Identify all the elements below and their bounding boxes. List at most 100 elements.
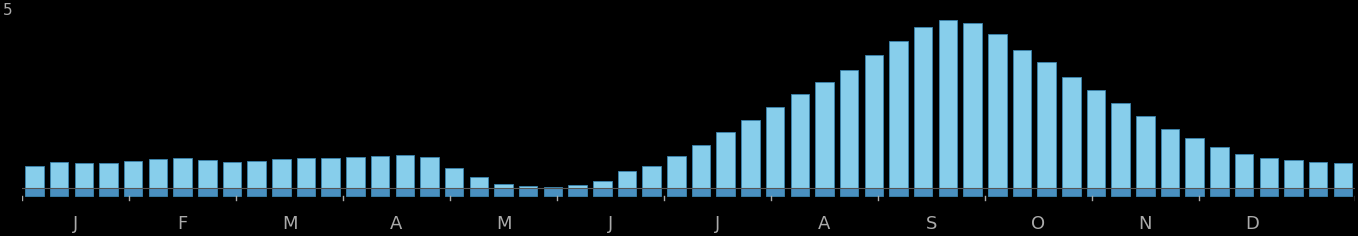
Bar <box>1013 50 1031 188</box>
Bar <box>1260 188 1278 196</box>
Bar <box>26 166 43 188</box>
Bar <box>815 188 834 196</box>
Bar <box>790 188 809 196</box>
Bar <box>50 188 68 196</box>
Bar <box>297 158 315 188</box>
Bar <box>322 158 340 188</box>
Bar <box>50 162 68 188</box>
Bar <box>322 188 340 196</box>
Bar <box>1062 188 1081 196</box>
Bar <box>1334 163 1353 188</box>
Bar <box>99 188 118 196</box>
Bar <box>1210 188 1229 196</box>
Bar <box>1234 188 1253 196</box>
Bar <box>889 188 907 196</box>
Bar <box>1038 188 1057 196</box>
Bar <box>593 181 611 188</box>
Bar <box>1013 188 1031 196</box>
Bar <box>889 41 907 188</box>
Bar <box>1186 138 1205 188</box>
Bar <box>1309 188 1328 196</box>
Bar <box>395 188 414 196</box>
Bar <box>148 159 167 188</box>
Bar <box>420 157 439 188</box>
Bar <box>618 171 636 188</box>
Bar <box>642 165 661 188</box>
Bar <box>1285 188 1302 196</box>
Bar <box>815 82 834 188</box>
Bar <box>1111 102 1130 188</box>
Bar <box>741 120 759 188</box>
Bar <box>1161 188 1179 196</box>
Bar <box>198 188 216 196</box>
Bar <box>272 159 291 188</box>
Bar <box>1309 162 1328 188</box>
Bar <box>569 185 587 188</box>
Bar <box>75 163 94 188</box>
Bar <box>543 187 562 188</box>
Bar <box>371 156 390 188</box>
Bar <box>1086 90 1105 188</box>
Bar <box>865 188 883 196</box>
Bar <box>1062 77 1081 188</box>
Bar <box>691 188 710 196</box>
Bar <box>839 70 858 188</box>
Bar <box>519 188 538 196</box>
Bar <box>989 188 1006 196</box>
Bar <box>26 188 43 196</box>
Bar <box>420 188 439 196</box>
Bar <box>470 177 488 188</box>
Bar <box>494 188 513 196</box>
Bar <box>1111 188 1130 196</box>
Bar <box>1234 154 1253 188</box>
Bar <box>395 155 414 188</box>
Bar <box>1161 129 1179 188</box>
Bar <box>1086 188 1105 196</box>
Bar <box>989 34 1006 188</box>
Bar <box>75 188 94 196</box>
Bar <box>247 188 266 196</box>
Bar <box>371 188 390 196</box>
Bar <box>1210 147 1229 188</box>
Bar <box>272 188 291 196</box>
Bar <box>914 27 933 188</box>
Bar <box>963 188 982 196</box>
Bar <box>445 168 463 188</box>
Bar <box>1038 63 1057 188</box>
Bar <box>1186 188 1205 196</box>
Bar <box>569 188 587 196</box>
Bar <box>297 188 315 196</box>
Bar <box>148 188 167 196</box>
Bar <box>1260 158 1278 188</box>
Bar <box>124 161 143 188</box>
Bar <box>938 20 957 188</box>
Bar <box>667 188 686 196</box>
Bar <box>543 188 562 196</box>
Bar <box>717 132 735 188</box>
Bar <box>642 188 661 196</box>
Bar <box>865 55 883 188</box>
Bar <box>790 94 809 188</box>
Bar <box>667 156 686 188</box>
Bar <box>766 188 785 196</box>
Bar <box>1137 116 1154 188</box>
Bar <box>198 160 216 188</box>
Bar <box>99 163 118 188</box>
Bar <box>963 23 982 188</box>
Bar <box>691 145 710 188</box>
Bar <box>1137 188 1154 196</box>
Bar <box>618 188 636 196</box>
Bar <box>519 186 538 188</box>
Bar <box>839 188 858 196</box>
Bar <box>717 188 735 196</box>
Bar <box>223 188 242 196</box>
Bar <box>914 188 933 196</box>
Bar <box>346 157 365 188</box>
Bar <box>741 188 759 196</box>
Bar <box>593 188 611 196</box>
Bar <box>124 188 143 196</box>
Bar <box>938 188 957 196</box>
Bar <box>494 184 513 188</box>
Bar <box>1285 160 1302 188</box>
Bar <box>174 158 191 188</box>
